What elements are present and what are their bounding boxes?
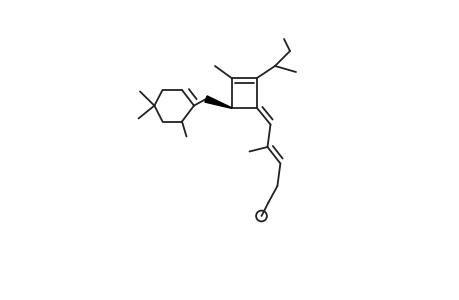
Polygon shape: [204, 96, 231, 108]
